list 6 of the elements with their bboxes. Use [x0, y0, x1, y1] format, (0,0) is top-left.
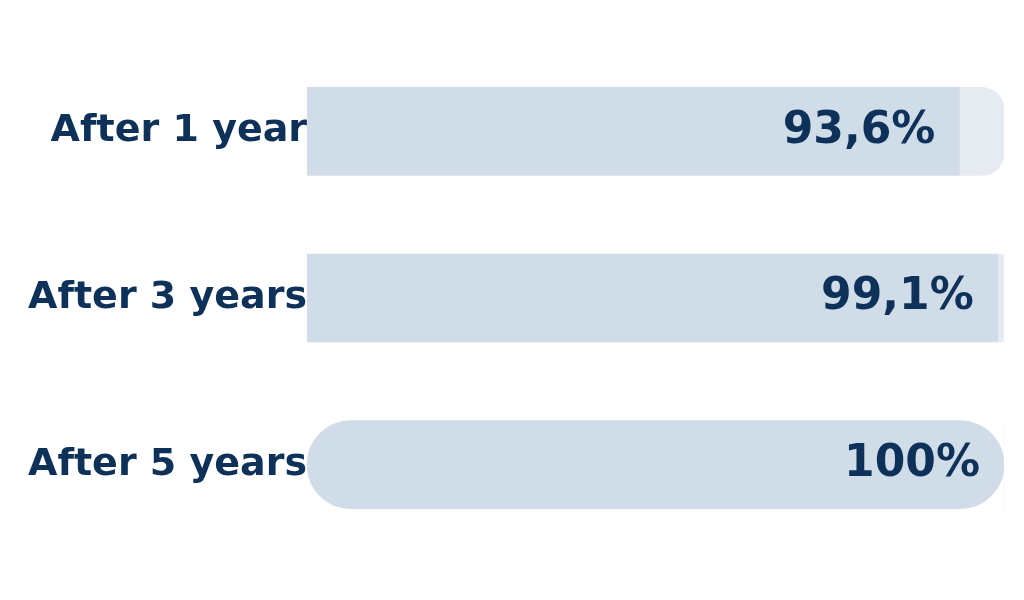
data-label: 99,1%: [821, 268, 974, 320]
data-label: 93,6%: [782, 101, 936, 153]
y-tick-label: After 1 year: [50, 106, 308, 151]
y-tick-label: After 5 years: [28, 439, 308, 484]
data-label: 100%: [844, 435, 980, 487]
y-tick-label: After 3 years: [28, 272, 308, 317]
